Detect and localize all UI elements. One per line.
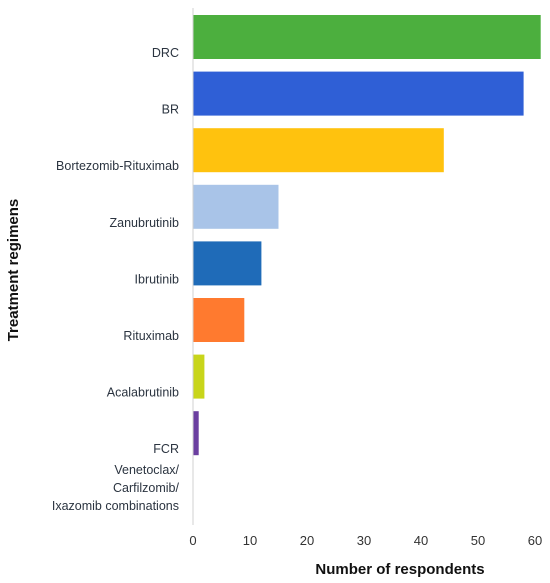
- x-axis-title: Number of respondents: [315, 561, 484, 578]
- x-tick-label-0: 0: [189, 533, 196, 548]
- category-label-2: Bortezomib-Rituximab: [56, 159, 179, 173]
- bar-7: [193, 411, 199, 456]
- x-tick-label-4: 40: [414, 533, 428, 548]
- category-label-8-line-0: Venetoclax/: [114, 463, 179, 477]
- bar-3: [193, 184, 279, 229]
- category-label-5: Rituximab: [123, 329, 179, 343]
- category-label-1: BR: [162, 103, 179, 117]
- category-label-3: Zanubrutinib: [110, 216, 180, 230]
- bar-6: [193, 354, 205, 399]
- bar-4: [193, 241, 262, 286]
- category-label-8-line-1: Carfilzomib/: [113, 481, 180, 495]
- category-labels-group: DRC BR Bortezomib-Rituximab Zanubrutinib Ibr…: [52, 46, 180, 513]
- bar-5: [193, 298, 245, 342]
- bar-2: [193, 128, 444, 173]
- x-tick-label-5: 50: [471, 533, 485, 548]
- category-label-6: Acalabrutinib: [107, 386, 179, 400]
- category-label-8-line-2: Ixazomib combinations: [52, 499, 179, 513]
- x-tick-label-6: 60: [528, 533, 542, 548]
- x-tick-labels-group: 0 10 20 30 40 50 60: [189, 533, 542, 548]
- y-axis-title: Treatment regimens: [5, 199, 22, 342]
- category-label-7: FCR: [153, 442, 179, 456]
- category-label-0: DRC: [152, 46, 179, 60]
- category-label-4: Ibrutinib: [135, 272, 180, 286]
- bar-1: [193, 71, 524, 116]
- x-tick-label-2: 20: [300, 533, 314, 548]
- bar-0: [193, 15, 541, 59]
- x-tick-label-1: 10: [243, 533, 257, 548]
- x-tick-label-3: 30: [357, 533, 371, 548]
- bars-group: [193, 15, 541, 456]
